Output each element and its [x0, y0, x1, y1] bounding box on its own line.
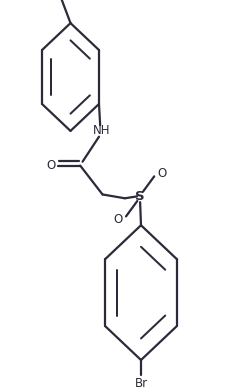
Text: NH: NH: [93, 124, 110, 138]
Text: O: O: [46, 159, 55, 172]
Text: S: S: [135, 190, 145, 203]
Text: Br: Br: [134, 377, 148, 390]
Text: O: O: [113, 213, 122, 226]
Text: O: O: [158, 167, 167, 180]
